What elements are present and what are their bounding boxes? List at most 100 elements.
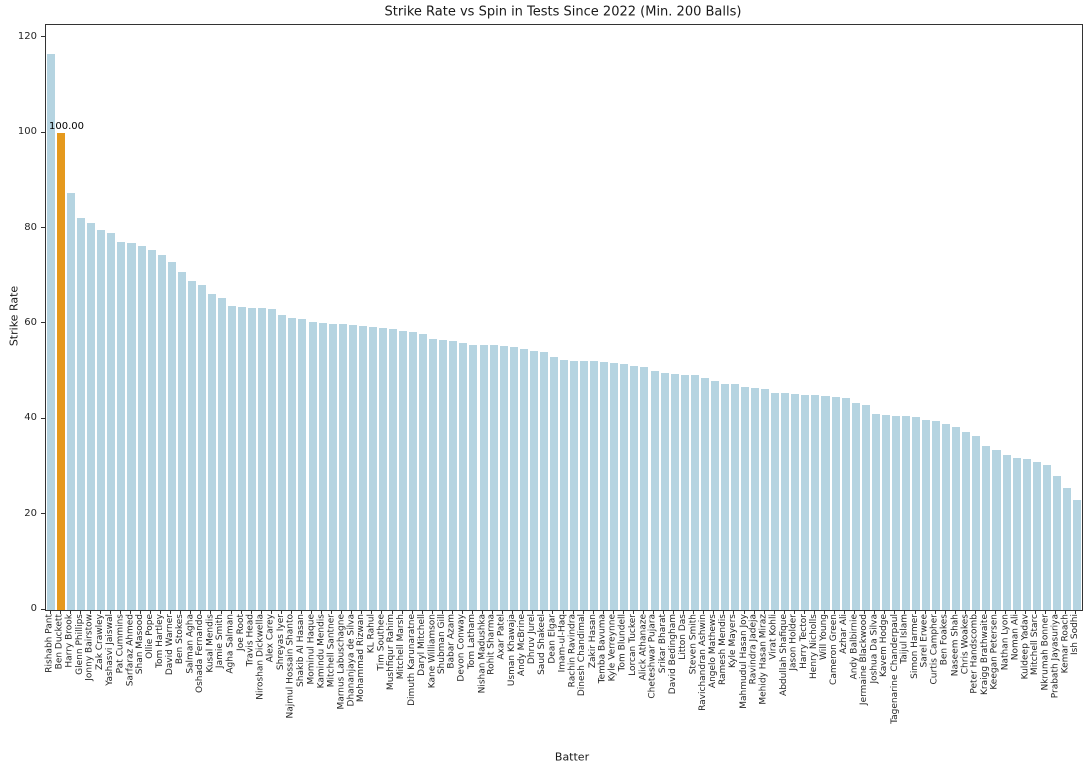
x-tick-label: Yashasvi Jaiswal [104,614,115,686]
y-tick [41,131,45,133]
x-tick [904,610,906,614]
bar [258,308,267,610]
x-tick [673,610,675,614]
y-tick [41,322,45,324]
bar [841,398,850,610]
x-tick-label: Mitchell Santner [326,614,337,688]
bar [640,367,649,610]
bar [489,345,498,610]
x-axis-label: Batter [554,750,590,764]
y-tick [41,513,45,515]
bar [97,229,106,610]
x-tick [884,610,886,614]
y-tick [41,36,45,38]
bar [901,415,910,610]
y-tick [41,608,45,610]
x-tick-label: Ben Stokes [175,614,186,665]
bar [549,357,558,610]
bar [117,241,126,610]
bar [1072,500,1081,610]
bar [912,416,921,610]
x-tick [824,610,825,614]
bar [600,361,609,610]
bar [529,351,538,610]
bar [851,402,860,610]
bar [1022,459,1031,610]
y-tick-label: 80 [24,221,37,233]
bar [67,192,76,610]
bar [278,314,287,610]
bar [610,362,619,610]
x-tick [381,610,383,614]
bar [700,378,709,610]
bar [922,420,931,610]
bar [630,365,639,610]
x-tick [431,610,433,614]
bar [268,309,277,610]
bar [871,414,880,610]
bar [1042,464,1051,610]
x-tick-label: Pat Cummins [114,614,125,674]
x-tick [793,610,795,614]
x-tick-label: Ben Foakes [939,614,950,666]
bar [1052,476,1061,610]
x-tick [492,610,494,614]
x-tick [451,610,453,614]
x-tick [602,610,604,614]
bar [469,344,478,610]
x-tick-label: Kavem Hodge [879,614,890,677]
x-tick [532,610,534,614]
bar [298,319,307,610]
x-tick [311,610,313,614]
bar [177,271,186,610]
x-tick [763,610,765,614]
x-tick [170,610,172,614]
y-tick-label: 120 [17,30,37,42]
x-tick [803,610,805,614]
bar [660,372,669,610]
x-tick [612,610,614,614]
x-tick-label: Ish Sodhi [1070,614,1081,656]
x-tick [783,610,785,614]
bar [781,393,790,610]
bar [861,405,870,610]
x-tick [733,610,735,614]
y-tick-label: 20 [24,507,37,519]
bar [187,281,196,610]
x-tick [200,610,202,614]
y-tick-label: 0 [30,603,37,614]
x-tick [1045,610,1047,614]
bar [238,306,247,610]
x-tick [894,610,896,614]
x-tick [1035,610,1037,614]
bar [197,284,206,610]
bar [710,380,719,610]
x-tick [1025,610,1027,614]
bar [358,326,367,610]
x-tick [391,610,393,614]
x-tick [642,610,644,614]
bar [147,249,156,610]
bar [1062,487,1071,610]
y-tick [41,227,45,229]
x-tick [441,610,443,614]
bar [388,328,398,610]
x-tick [954,610,956,614]
x-tick [270,610,272,614]
x-tick-label: Kane Williamson [426,614,437,689]
bar [791,393,800,610]
bar [891,415,900,610]
bar [217,297,227,610]
x-tick [964,610,966,614]
bar [308,322,317,610]
bar [409,332,418,610]
bar [559,359,568,610]
x-tick-label: Agha Salman [225,614,236,674]
x-tick [351,610,353,614]
x-tick [924,610,926,614]
x-tick [995,610,996,614]
x-tick [552,610,554,614]
bar [670,374,679,610]
x-tick [220,610,222,614]
bar [539,352,548,610]
